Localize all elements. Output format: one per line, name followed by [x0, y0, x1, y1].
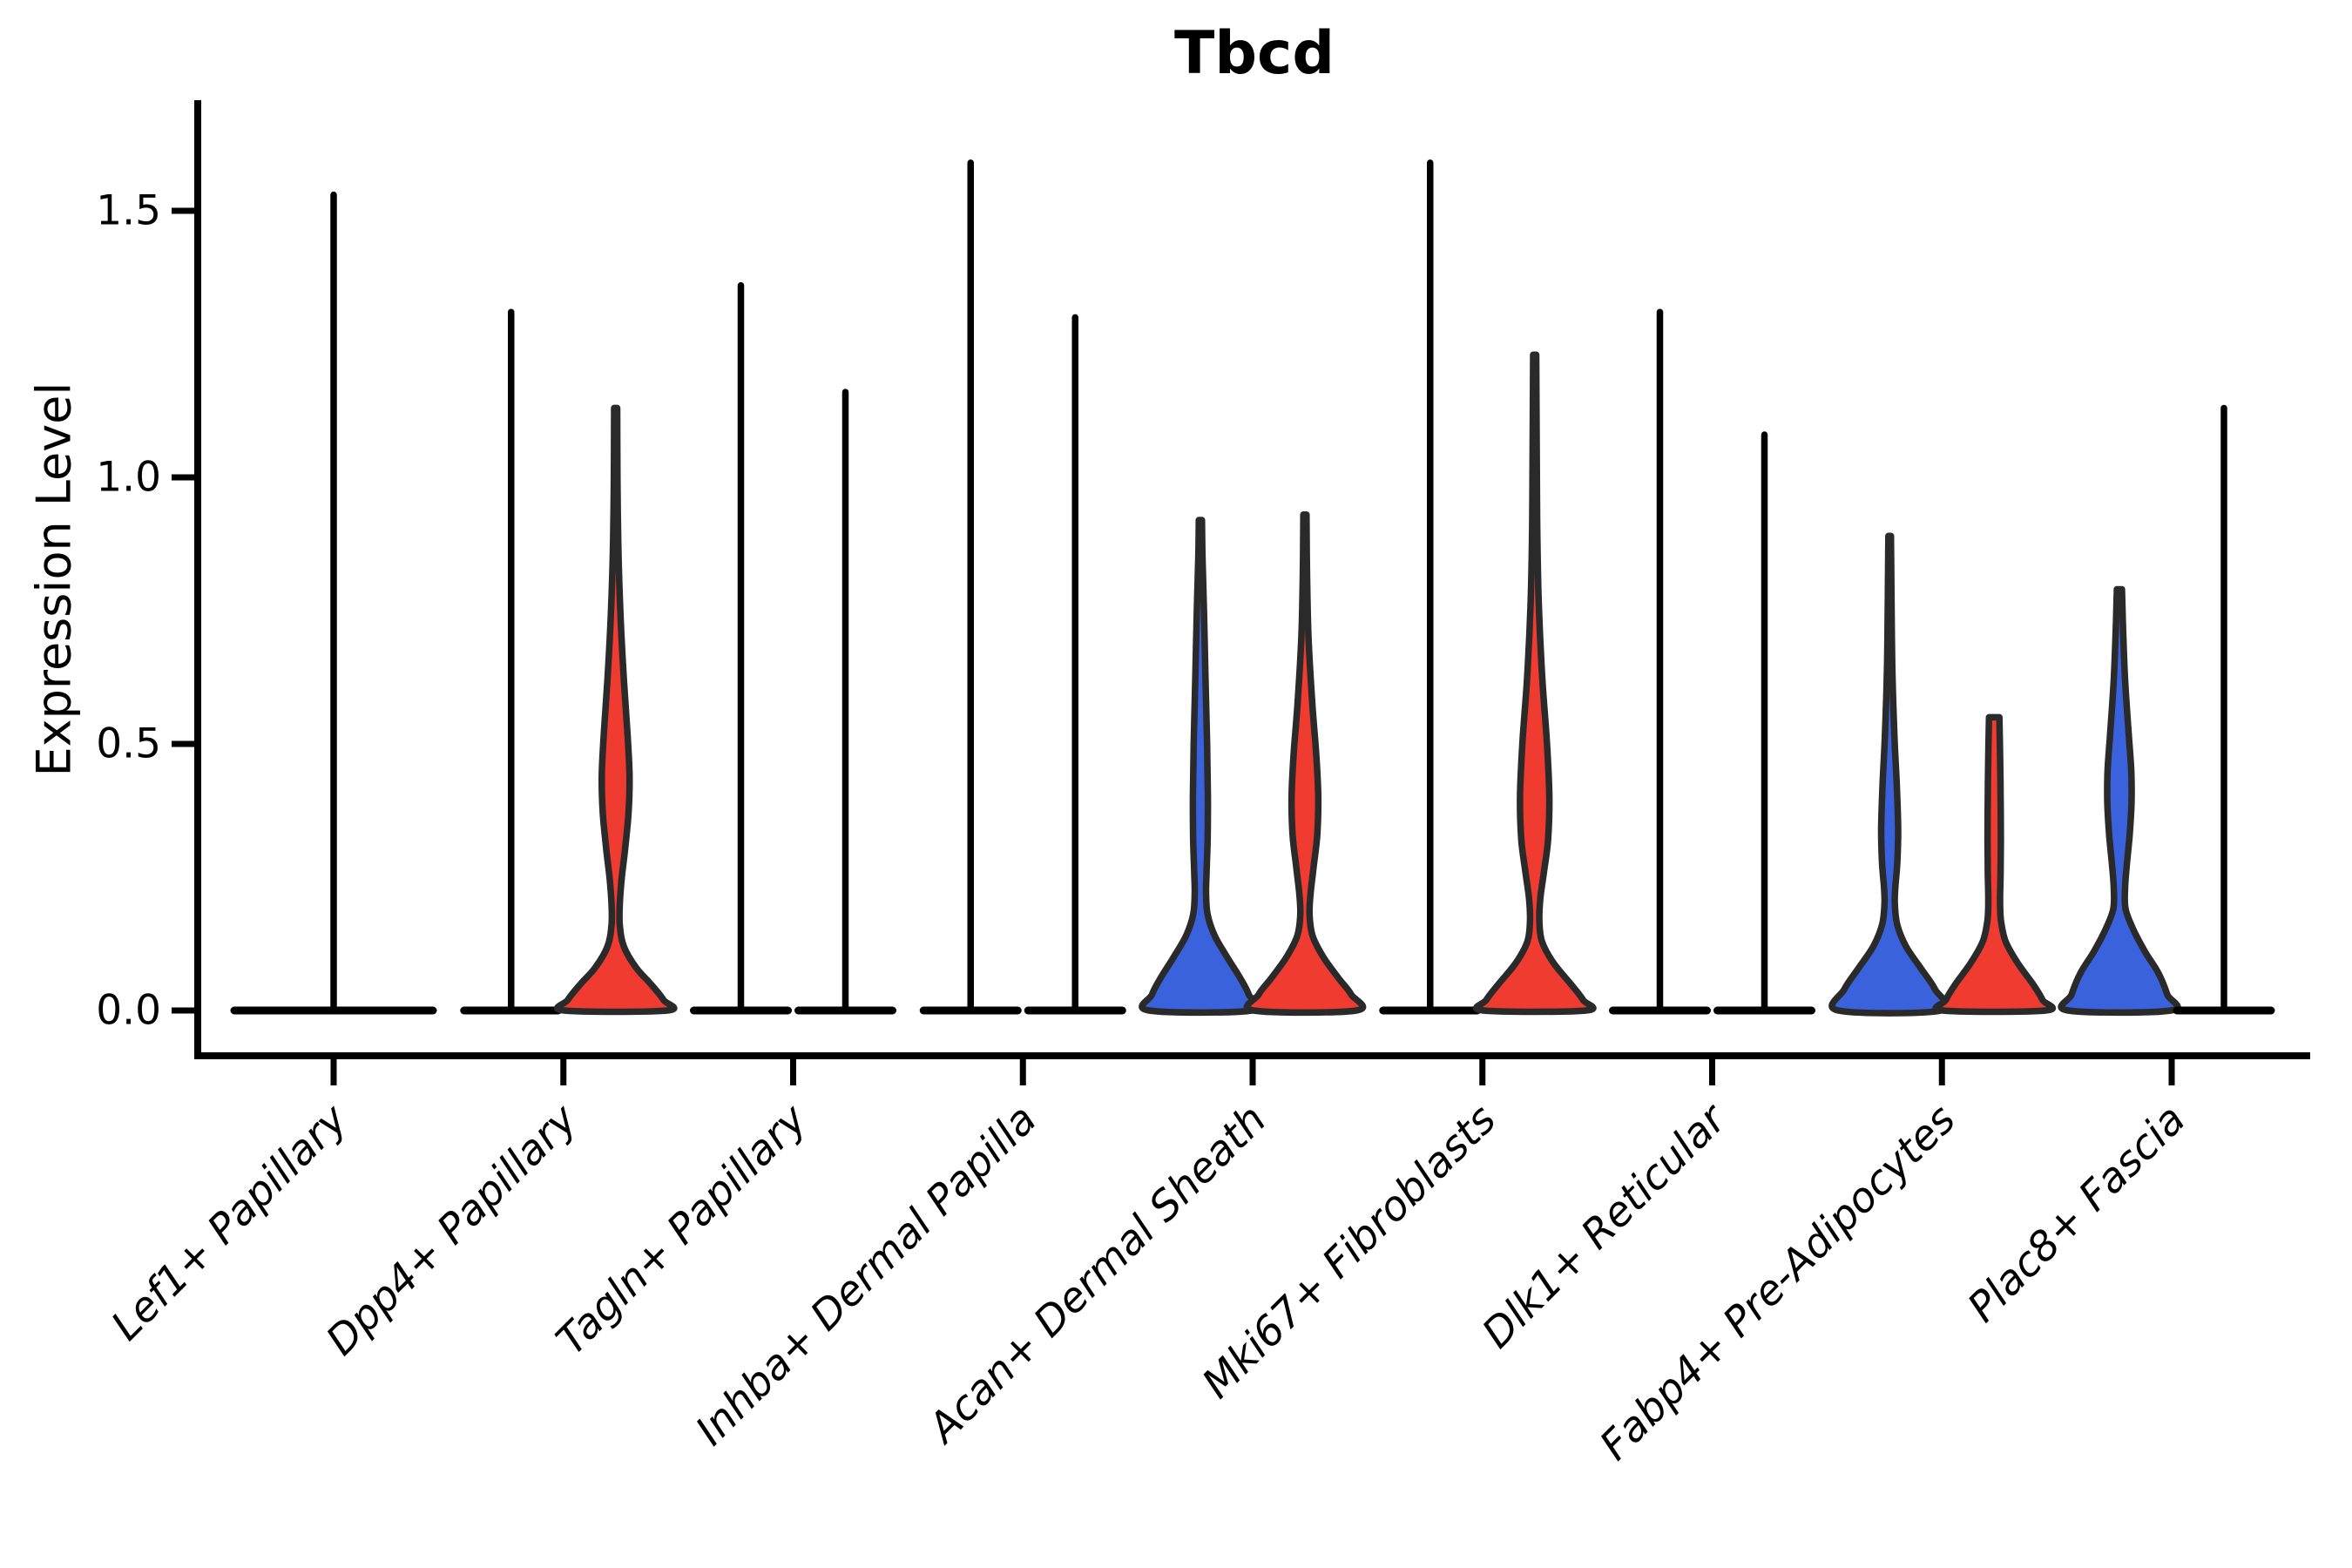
violin-7-right	[1932, 713, 2056, 1016]
x-tick-label: Tagln+ Papillary	[547, 1095, 817, 1365]
y-tick-label: 1.0	[96, 454, 161, 502]
violin-8-left	[2058, 585, 2181, 1017]
x-tick-label: Plac8+ Fascia	[1958, 1096, 2194, 1332]
y-tick-label: 0.5	[96, 720, 161, 768]
chart-title: Tbcd	[1173, 19, 1335, 88]
x-tick-label: Lef1+ Papillary	[102, 1095, 357, 1350]
violin-1-right	[554, 404, 678, 1016]
y-tick-label: 0.0	[96, 987, 161, 1035]
violin-7-left	[1828, 532, 1951, 1017]
x-tick-label: Dpp4+ Papillary	[317, 1095, 587, 1365]
y-tick-label: 1.5	[96, 187, 161, 235]
x-tick-label: Dlk1+ Reticular	[1473, 1094, 1737, 1358]
violin-4-left	[1139, 517, 1262, 1017]
violin-4-right	[1243, 511, 1367, 1017]
violin-5-right	[1472, 351, 1597, 1016]
